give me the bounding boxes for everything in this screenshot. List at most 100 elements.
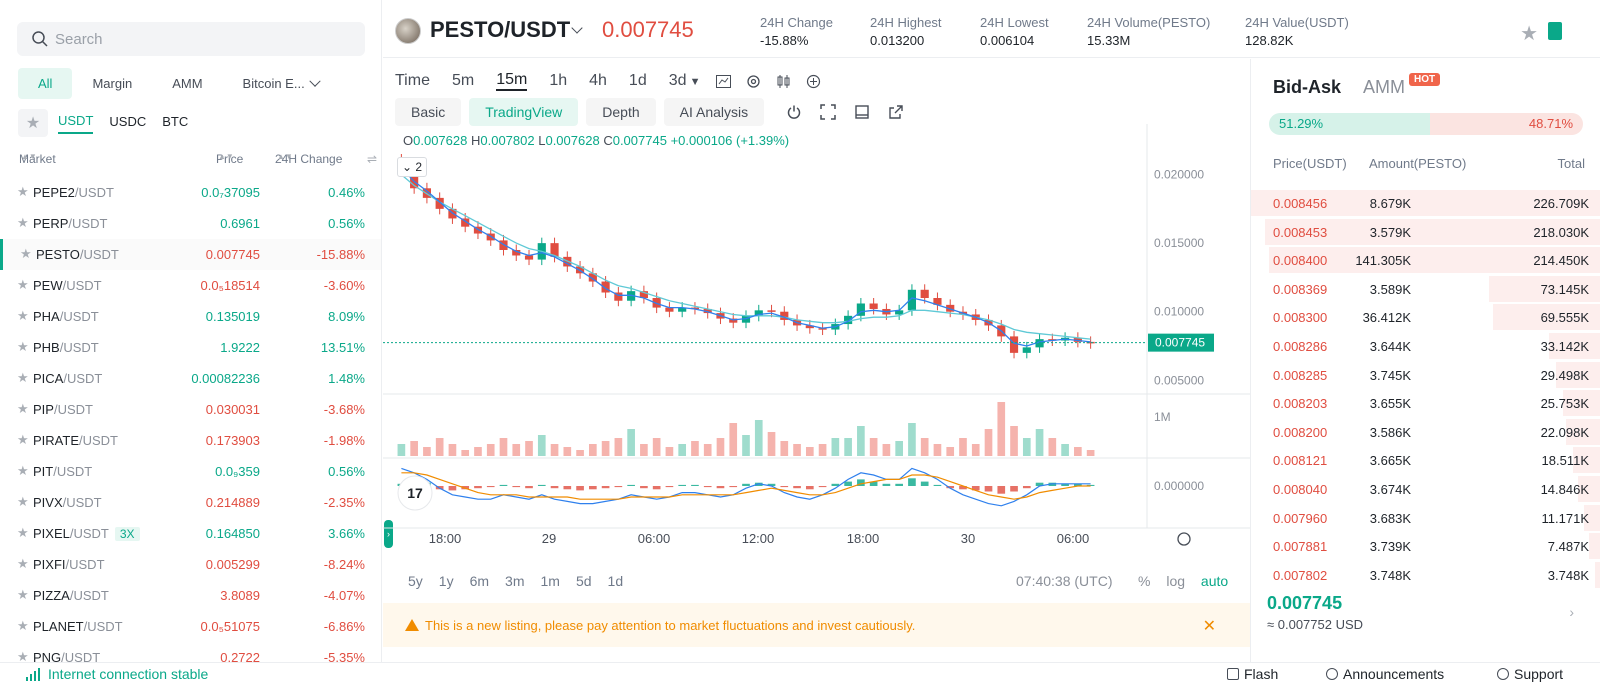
symbol-selector[interactable]: PESTO/USDT: [430, 17, 571, 42]
search-input[interactable]: [55, 30, 335, 48]
range-1y[interactable]: 1y: [438, 573, 454, 589]
interval-15m[interactable]: 15m: [496, 71, 528, 91]
interval-time[interactable]: Time: [395, 72, 430, 89]
market-row[interactable]: ★ PERP/USDT 0.6961 0.56%: [0, 208, 381, 239]
layout-icon[interactable]: [850, 100, 874, 124]
ask-row[interactable]: 0.008285 3.745K 29.498K: [1251, 361, 1600, 390]
star-icon[interactable]: ★: [17, 556, 29, 571]
market-row[interactable]: ★ PEPE2/USDT 0.0₇37095 0.46%: [0, 177, 381, 208]
ask-row[interactable]: 0.008400 141.305K 214.450K: [1251, 246, 1600, 275]
price-chart[interactable]: 0.007745 0.020000 0.015000 0.010000 0.00500…: [383, 124, 1250, 594]
market-row[interactable]: ★ PIT/USDT 0.0₉359 0.56%: [0, 456, 381, 487]
interval-3d-dropdown[interactable]: 3d ▼: [669, 72, 701, 90]
market-row[interactable]: ★ PIXEL/USDT 3X 0.164850 3.66%: [0, 518, 381, 549]
ask-row[interactable]: 0.007960 3.683K 11.171K: [1251, 504, 1600, 533]
star-icon[interactable]: ★: [17, 494, 29, 509]
indicators-icon[interactable]: [774, 72, 792, 90]
support-link[interactable]: Support: [1497, 666, 1563, 682]
market-row[interactable]: ★ PHA/USDT 0.135019 8.09%: [0, 301, 381, 332]
market-row[interactable]: ★ PEW/USDT 0.0₅18514 -3.60%: [0, 270, 381, 301]
ask-row[interactable]: 0.008456 8.679K 226.709K: [1251, 189, 1600, 218]
tab-bitcoin-ecosystem[interactable]: Bitcoin E...: [223, 68, 339, 99]
market-row[interactable]: ★ PIZZA/USDT 3.8089 -4.07%: [0, 580, 381, 611]
quote-tab-usdc[interactable]: USDC: [109, 113, 147, 129]
favorite-star-icon[interactable]: ★: [1520, 23, 1538, 45]
view-ai-analysis[interactable]: AI Analysis: [663, 98, 765, 126]
star-icon[interactable]: ★: [17, 587, 29, 602]
chevron-down-icon[interactable]: [571, 22, 583, 34]
star-icon[interactable]: ★: [17, 277, 29, 292]
market-row[interactable]: ★ PLANET/USDT 0.0₅51075 -6.86%: [0, 611, 381, 642]
market-row[interactable]: ★ PIXFI/USDT 0.005299 -8.24%: [0, 549, 381, 580]
view-tradingview[interactable]: TradingView: [469, 98, 579, 126]
quote-tab-usdt[interactable]: USDT: [58, 113, 94, 134]
tab-all[interactable]: All: [18, 68, 73, 99]
star-icon[interactable]: ★: [17, 525, 29, 540]
announcements-link[interactable]: Announcements: [1326, 666, 1444, 682]
interval-1d[interactable]: 1d: [628, 72, 647, 89]
ask-row[interactable]: 0.008200 3.586K 22.098K: [1251, 418, 1600, 447]
range-5d[interactable]: 5d: [575, 573, 592, 589]
utc-clock[interactable]: 07:40:38 (UTC): [1016, 573, 1113, 589]
market-row[interactable]: ★ PESTO/USDT 0.007745 -15.88%: [0, 239, 381, 270]
range-6m[interactable]: 6m: [469, 573, 490, 589]
indicator-toggle[interactable]: ⌄ 2: [397, 157, 427, 177]
interval-5m[interactable]: 5m: [451, 72, 475, 89]
ask-row[interactable]: 0.007881 3.739K 7.487K: [1251, 532, 1600, 561]
star-icon[interactable]: ★: [17, 618, 29, 633]
scale-auto[interactable]: auto: [1200, 573, 1229, 589]
market-row[interactable]: ★ PIRATE/USDT 0.173903 -1.98%: [0, 425, 381, 456]
tab-margin[interactable]: Margin: [92, 76, 133, 91]
tab-bid-ask[interactable]: Bid-Ask: [1273, 77, 1342, 97]
swap-columns-icon[interactable]: ⇌: [367, 152, 378, 166]
ask-row[interactable]: 0.008040 3.674K 14.846K: [1251, 475, 1600, 504]
star-icon[interactable]: ★: [17, 184, 29, 199]
search-box[interactable]: [17, 22, 365, 56]
tab-amm[interactable]: AMM: [172, 76, 203, 91]
star-icon[interactable]: ★: [17, 370, 29, 385]
chevron-right-icon[interactable]: ›: [1569, 604, 1574, 620]
star-icon[interactable]: ★: [17, 339, 29, 354]
market-row[interactable]: ★ PIP/USDT 0.030031 -3.68%: [0, 394, 381, 425]
view-basic[interactable]: Basic: [395, 98, 462, 126]
flash-link[interactable]: Flash: [1227, 666, 1278, 682]
range-5y[interactable]: 5y: [408, 573, 423, 589]
share-icon[interactable]: [884, 100, 908, 124]
guide-book-icon[interactable]: [1548, 22, 1562, 40]
star-icon[interactable]: ★: [17, 215, 29, 230]
star-icon[interactable]: ★: [17, 649, 29, 662]
market-row[interactable]: ★ PNG/USDT 0.2722 -5.35%: [0, 642, 381, 662]
tab-amm[interactable]: AMM: [1363, 77, 1406, 97]
scale-log[interactable]: log: [1166, 573, 1186, 589]
ask-row[interactable]: 0.008369 3.589K 73.145K: [1251, 275, 1600, 304]
close-icon[interactable]: ✕: [1202, 618, 1216, 635]
ask-row[interactable]: 0.008300 36.412K 69.555K: [1251, 303, 1600, 332]
star-icon[interactable]: ★: [17, 463, 29, 478]
range-1m[interactable]: 1m: [540, 573, 560, 589]
range-3m[interactable]: 3m: [505, 573, 525, 589]
ask-row[interactable]: 0.008453 3.579K 218.030K: [1251, 218, 1600, 247]
scale-percent[interactable]: %: [1138, 573, 1151, 589]
fullscreen-icon[interactable]: [816, 100, 840, 124]
star-icon[interactable]: ★: [17, 401, 29, 416]
quote-tab-btc[interactable]: BTC: [162, 113, 189, 129]
market-row[interactable]: ★ PICA/USDT 0.00082236 1.48%: [0, 363, 381, 394]
ask-row[interactable]: 0.007802 3.748K 3.748K: [1251, 561, 1600, 590]
chart-type-icon[interactable]: [714, 72, 732, 90]
market-row[interactable]: ★ PHB/USDT 1.9222 13.51%: [0, 332, 381, 363]
ask-row[interactable]: 0.008203 3.655K 25.753K: [1251, 389, 1600, 418]
star-icon[interactable]: ★: [17, 432, 29, 447]
settings-icon[interactable]: [744, 72, 762, 90]
view-depth[interactable]: Depth: [586, 98, 656, 126]
interval-4h[interactable]: 4h: [589, 72, 607, 89]
range-1d[interactable]: 1d: [607, 573, 624, 589]
ask-row[interactable]: 0.008286 3.644K 33.142K: [1251, 332, 1600, 361]
ask-row[interactable]: 0.008121 3.665K 18.511K: [1251, 446, 1600, 475]
add-icon[interactable]: [804, 72, 822, 90]
market-row[interactable]: ★ PIVX/USDT 0.214889 -2.35%: [0, 487, 381, 518]
favorites-star-icon[interactable]: ★: [18, 109, 48, 137]
interval-1h[interactable]: 1h: [549, 72, 568, 89]
collapse-panel-handle[interactable]: ›: [384, 520, 393, 548]
power-icon[interactable]: [782, 100, 806, 124]
star-icon[interactable]: ★: [17, 308, 29, 323]
